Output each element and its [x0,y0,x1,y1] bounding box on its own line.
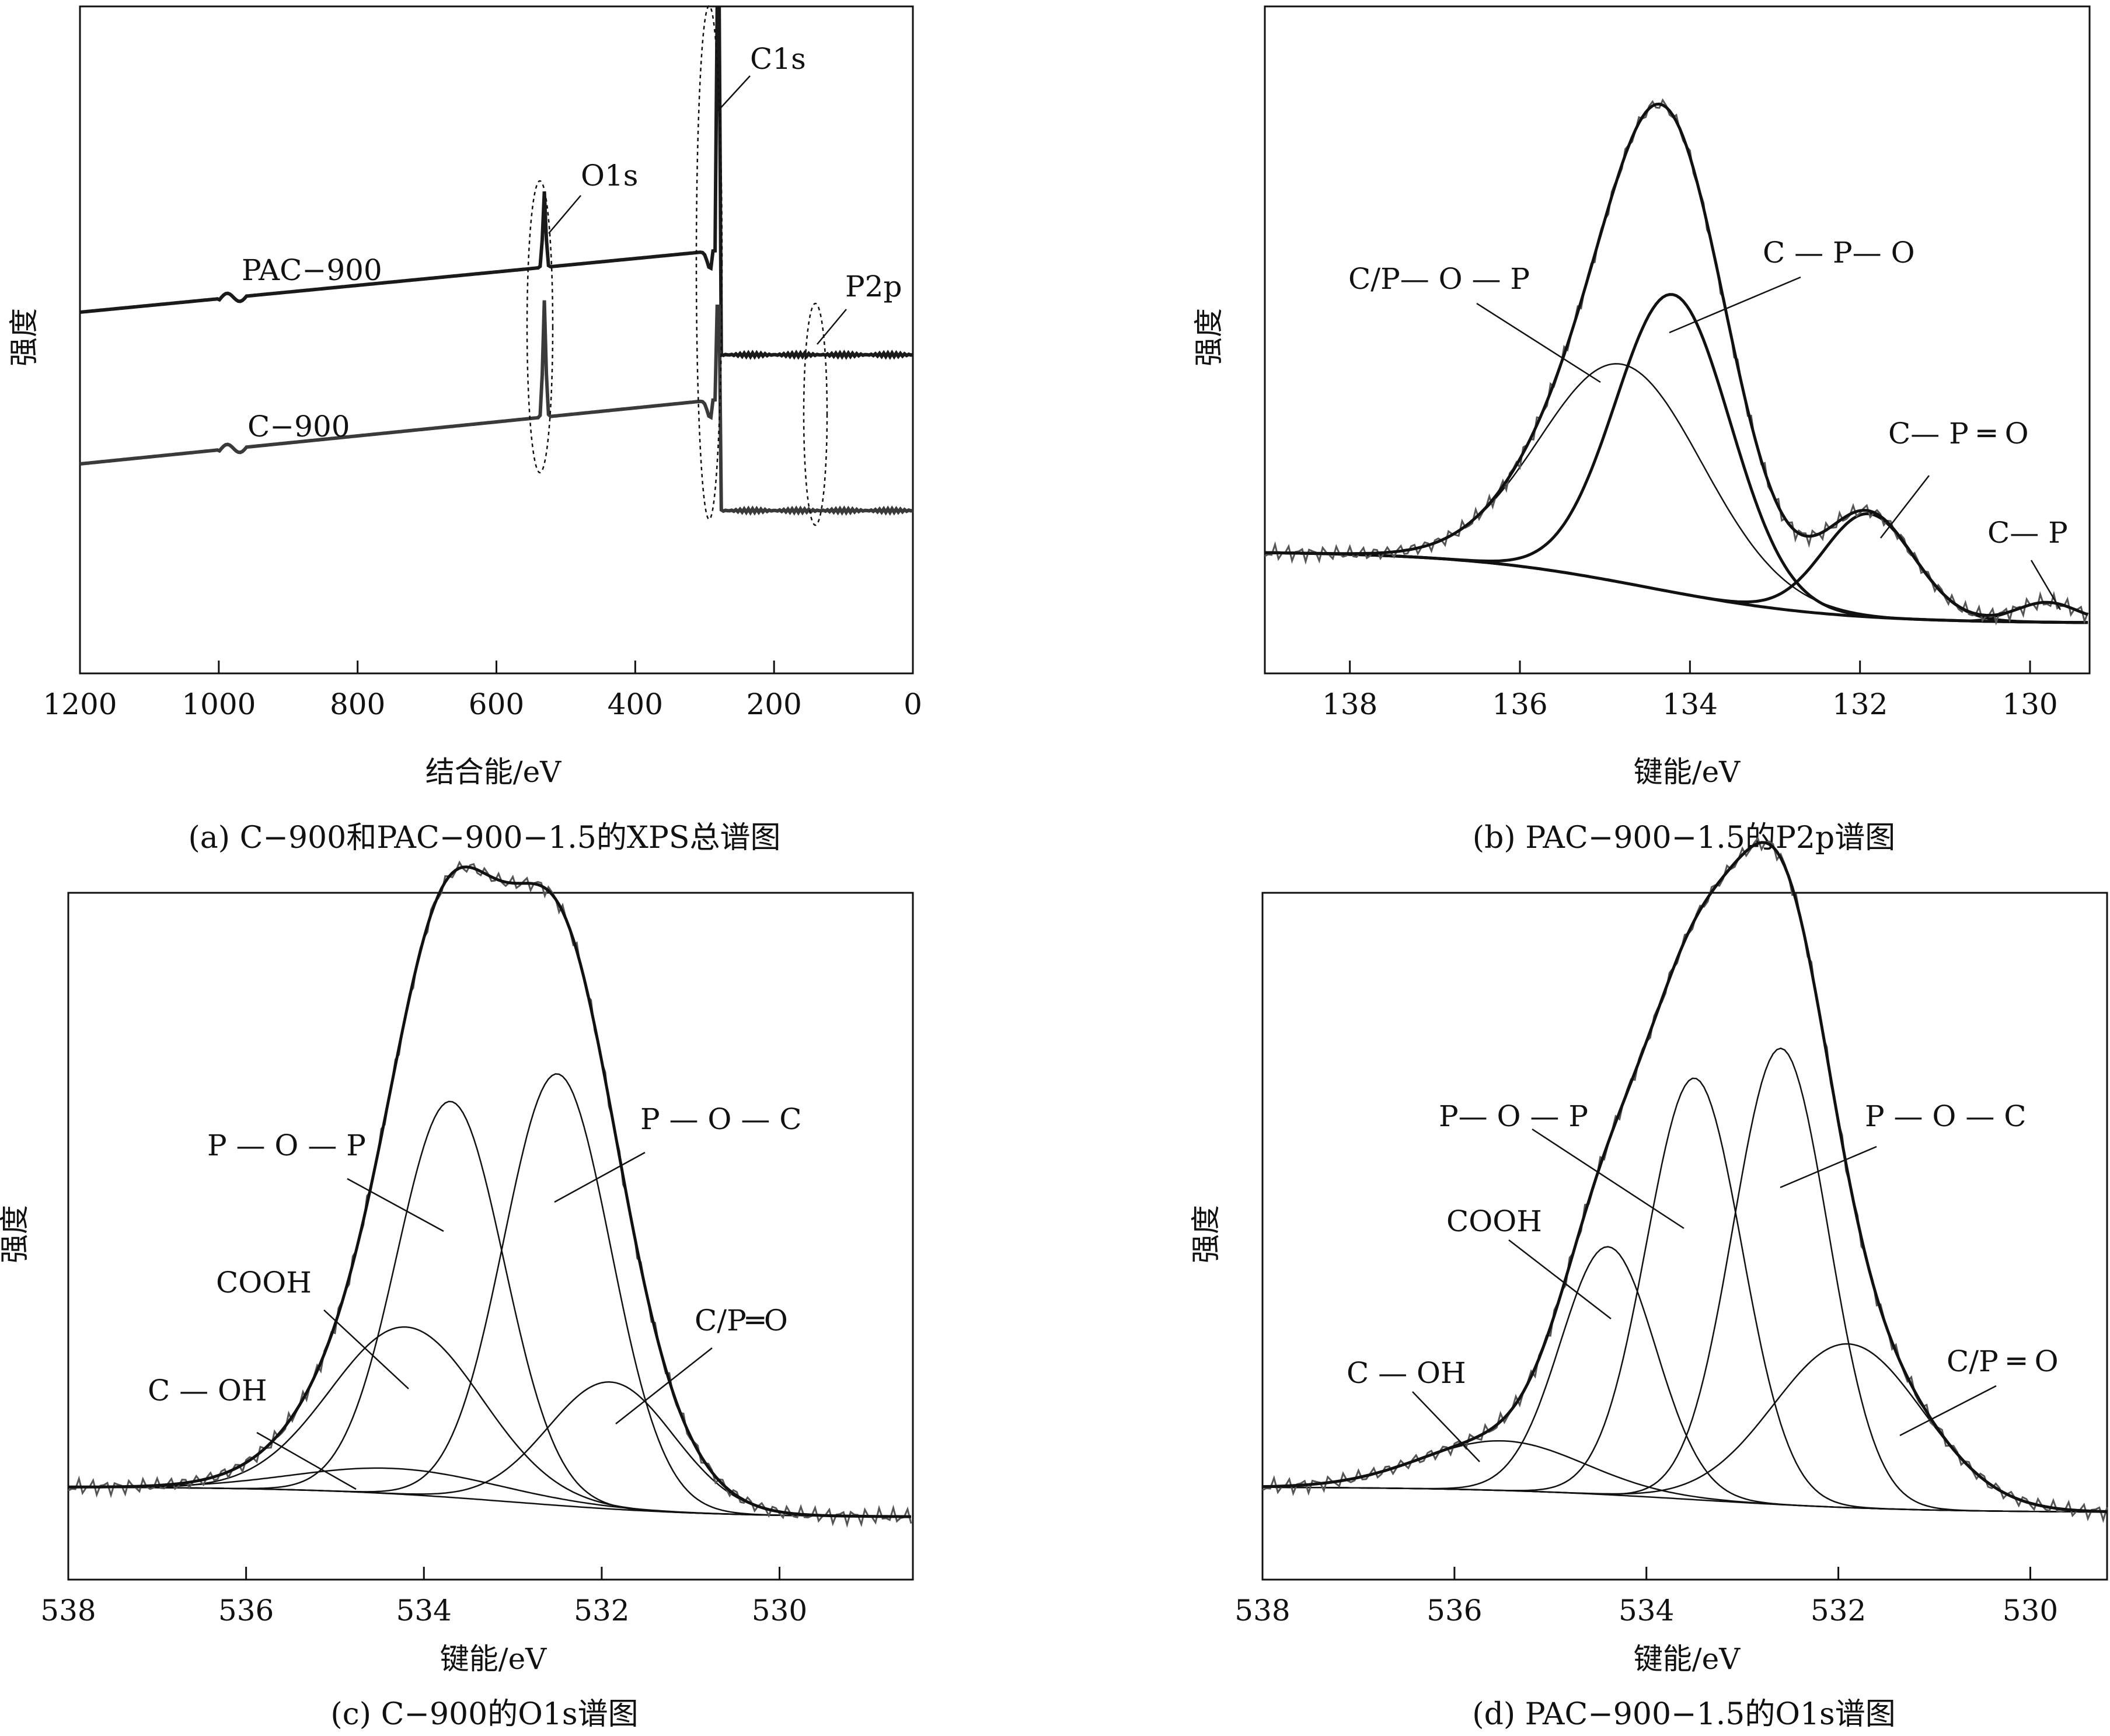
annotation-c-oh: C — OH [148,1374,267,1407]
background-line [1264,551,2088,624]
x-tick-label: 134 [1662,687,1718,721]
leader-c-coh [256,1431,357,1490]
x-tick-label: 532 [1811,1594,1866,1627]
x-tick-label: 138 [1322,687,1377,721]
x-tick-label: 0 [904,687,922,721]
panel-c-xlabel: 键能/eV [440,1642,547,1676]
component-peak-0 [1264,363,2088,624]
x-tick-label: 530 [2003,1594,2058,1627]
x-tick-label: 536 [1427,1594,1482,1627]
annotation-o1s: O1s [581,159,638,193]
p2p-leader [817,309,847,345]
panel-a-xlabel: 结合能/eV [426,755,561,789]
x-tick-label: 530 [752,1594,807,1627]
x-tick-label: 534 [396,1594,452,1627]
panel-a-ylabel: 强度 [7,308,41,366]
series-line-pac-900 [79,7,913,360]
annotation-c-p-o: C — P— O [1763,236,1915,270]
panel-c-caption: (c) C−900的O1s谱图 [330,1697,638,1732]
x-tick-label: 600 [469,687,524,721]
raw-data-line [1264,98,2089,626]
panel-b-frame [1264,5,2091,675]
legend-label-c-900: C−900 [247,410,350,443]
panel-a-caption: (a) C−900和PAC−900−1.5的XPS总谱图 [189,820,781,855]
component-peak-3 [68,1073,911,1518]
o1s-ellipse [526,180,554,474]
legend-label-pac-900: PAC−900 [242,253,382,287]
x-tick-label: 200 [746,687,801,721]
panel-d-xlabel: 键能/eV [1634,1642,1741,1676]
fit-envelope-line [1264,102,2088,617]
leader-cpdo [1880,475,1930,539]
annotation-p-o-c: P — O — C [640,1102,801,1136]
annotation-cooh: COOH [216,1266,312,1300]
x-tick-label: 532 [574,1594,629,1627]
panel-d-caption: (d) PAC−900−1.5的O1s谱图 [1472,1697,1895,1732]
component-peak-2 [1262,1077,2107,1513]
annotation-d-p-o-p: P— O — P [1439,1099,1588,1133]
annotation-c-p-double-o: C— P ═ O [1888,417,2029,450]
panel-c-ylabel: 强度 [0,1205,32,1263]
panel-b-xlabel: 键能/eV [1634,755,1741,789]
x-tick-label: 136 [1492,687,1547,721]
leader-d-poc [1780,1145,1877,1189]
leader-cpo [1669,276,1801,334]
c1s-leader [717,75,751,111]
annotation-c-p-o: C/P═O [695,1304,788,1337]
annotation-d-p-o-c: P — O — C [1865,1099,2026,1133]
panel-c-frame [67,892,914,1581]
leader-c-poc [554,1151,646,1203]
annotation-d-c-oh: C — OH [1347,1356,1466,1390]
annotation-c1s: C1s [750,42,806,76]
x-tick-label: 1200 [43,687,117,721]
c1s-ellipse [695,5,723,521]
panel-b-caption: (b) PAC−900−1.5的P2p谱图 [1473,820,1895,855]
x-tick-label: 538 [40,1594,96,1627]
x-tick-label: 400 [608,687,663,721]
leader-cp [2030,560,2062,610]
x-tick-label: 1000 [182,687,256,721]
component-peak-0 [68,1467,911,1518]
o1s-leader [548,195,581,234]
panel-d-ylabel: 强度 [1189,1205,1223,1263]
raw-data-line [68,860,912,1528]
panel-b-ylabel: 强度 [1192,308,1226,366]
annotation-p2p: P2p [845,270,902,303]
series-line-c-900 [79,300,913,516]
annotation-p-o-p: P — O — P [207,1129,366,1162]
leader-c-cpo [615,1347,713,1424]
leader-d-pop [1532,1128,1684,1229]
fit-envelope-line [68,865,911,1518]
background-line [1262,1486,2107,1513]
x-tick-label: 536 [218,1594,274,1627]
panel-b: 138 136 134 132 130 强度 键能/eV (b) PAC−900−1.5… [1192,5,2091,855]
panel-d-frame [1261,892,2108,1581]
x-tick-label: 800 [330,687,385,721]
leader-c-pop [347,1178,444,1232]
leader-d-coh [1412,1391,1480,1462]
panel-a: 1200 1000 800 600 400 200 0 强度 结合能/eV (a) C−90… [7,5,922,855]
panel-d: 538 536 534 532 530 强度 键能/eV (d) PAC−900−1.5… [1189,836,2108,1732]
panel-c: 538 536 534 532 530 强度 键能/eV (c) C−900的O1s谱图… [0,860,914,1732]
leader-d-cpo [1899,1385,1997,1437]
leader-cpop [1476,302,1601,383]
background-line [68,1486,911,1518]
x-tick-label: 538 [1234,1594,1290,1627]
p2p-ellipse [803,302,828,526]
x-tick-label: 534 [1619,1594,1674,1627]
annotation-d-c-p-o: C/P ═ O [1947,1344,2059,1378]
leader-d-cooh [1508,1239,1612,1319]
x-tick-label: 132 [1832,687,1888,721]
annotation-c-p: C— P [1987,516,2068,550]
annotation-d-cooh: COOH [1446,1204,1542,1238]
component-peak-1 [1264,293,2088,624]
x-tick-label: 130 [2002,687,2057,721]
fit-envelope-line [1262,841,2108,1513]
panel-a-frame [79,5,914,675]
annotation-c-p-o-p: C/P— O — P [1348,262,1530,296]
leader-c-cooh [323,1309,409,1389]
